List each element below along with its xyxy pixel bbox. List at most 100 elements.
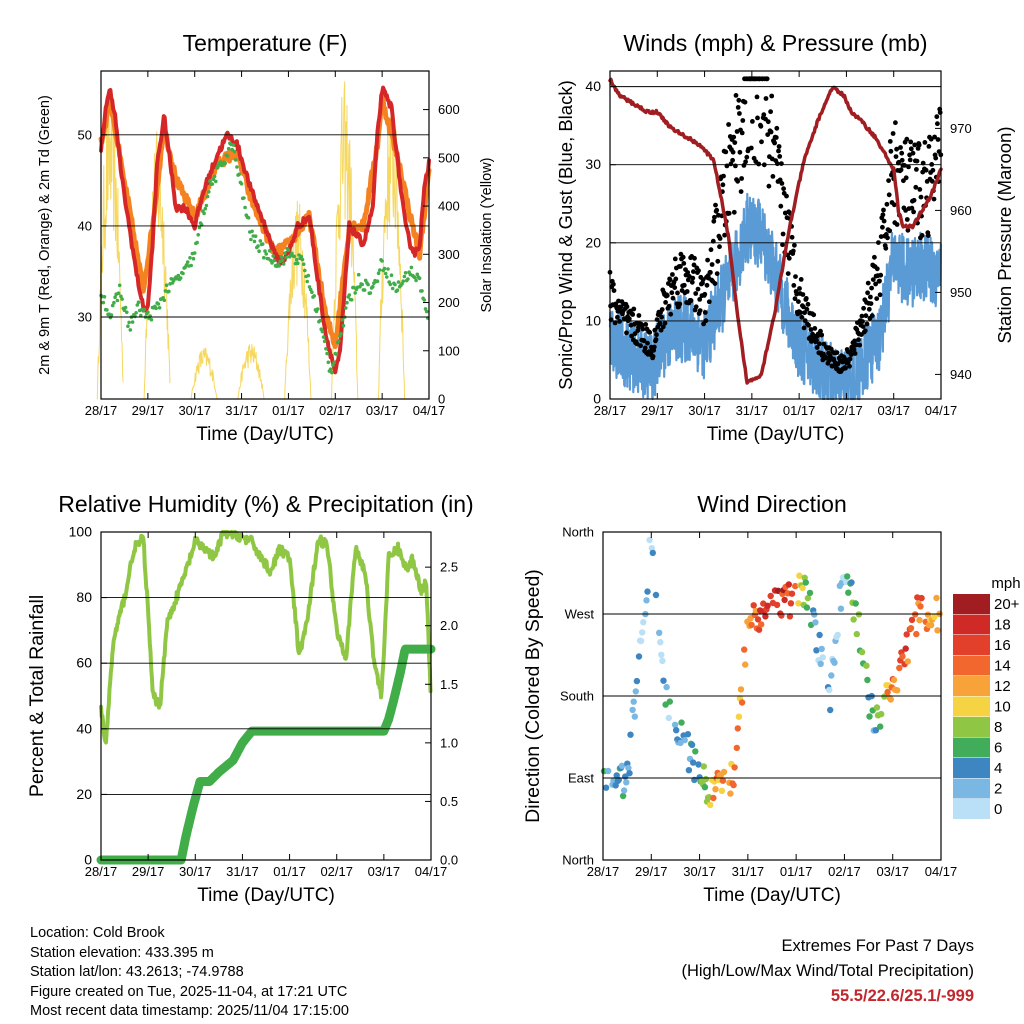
humidity-x-tick-label: 01/17 <box>273 864 306 879</box>
winds-gust-point <box>765 119 771 125</box>
temperature-panel: 28/17 29/17 30/17 31/17 01/17 02/17 03/17 04/17… <box>37 30 495 445</box>
temperature-dewpoint-point <box>315 307 320 311</box>
temperature-dewpoint-point <box>415 272 420 277</box>
wind_direction-legend-swatch <box>953 594 990 614</box>
temperature-dewpoint-point <box>110 303 115 308</box>
winds-gust-point <box>874 266 880 272</box>
winds-gust-point <box>667 277 673 283</box>
wind_direction-direction-point <box>818 645 825 653</box>
humidity-x-tick-label: 31/17 <box>226 864 259 879</box>
humidity-rh-line <box>99 530 433 745</box>
wind_direction-legend-swatch <box>953 717 990 737</box>
winds-gust-point <box>929 178 935 184</box>
wind_direction-direction-point <box>602 784 610 791</box>
winds-gust-point <box>801 304 806 310</box>
winds-gust-point <box>708 270 713 275</box>
winds-gust-point <box>937 110 943 115</box>
temperature-dewpoint-point <box>256 244 260 248</box>
wind_direction-y-tick-label: West <box>565 607 595 622</box>
temperature-dewpoint-point <box>223 161 227 166</box>
winds-gust-point <box>886 192 892 198</box>
temperature-dewpoint-point <box>312 294 317 298</box>
wind_direction-direction-point <box>678 719 685 726</box>
winds-gust-point <box>935 121 940 127</box>
winds-gust-point <box>748 145 754 151</box>
wind_direction-direction-point <box>633 677 641 685</box>
winds-gust-point <box>673 276 679 282</box>
winds-gust-point <box>877 292 883 298</box>
wind_direction-direction-point <box>787 600 795 607</box>
temperature-dewpoint-point <box>393 282 397 287</box>
winds-gust-point <box>742 99 748 105</box>
temperature-dewpoint-point <box>306 273 311 278</box>
wind_direction-direction-point <box>890 676 898 684</box>
winds-gust-point <box>776 144 782 149</box>
humidity-x-label: Time (Day/UTC) <box>197 885 335 906</box>
temperature-dewpoint-point <box>211 177 216 182</box>
wind_direction-direction-point <box>629 706 636 714</box>
temperature-dewpoint-point <box>382 266 387 271</box>
temperature-dewpoint-point <box>283 251 287 256</box>
winds-gust-point <box>714 207 720 213</box>
humidity-y2-tick-label: 1.5 <box>440 677 458 692</box>
winds-x-tick-label: 28/17 <box>594 403 627 418</box>
wind_direction-direction-point <box>899 653 906 660</box>
temperature-dewpoint-point <box>239 182 244 186</box>
humidity-y-tick-label: 0 <box>84 852 92 868</box>
winds-gust-point <box>780 231 786 237</box>
winds-gust-point <box>796 299 801 304</box>
wind_direction-direction-point <box>635 653 643 660</box>
winds-gust-point <box>884 201 890 207</box>
winds-gust-point <box>817 341 822 347</box>
wind_direction-direction-point <box>878 710 885 718</box>
winds-gust-point <box>731 209 737 215</box>
wind_direction-direction-point <box>750 602 757 609</box>
wind_direction-direction-point <box>863 662 870 669</box>
winds-gust-point <box>685 270 691 275</box>
wind_direction-direction-point <box>902 645 909 652</box>
winds-gust-point <box>798 310 804 315</box>
wind_direction-direction-point <box>731 764 738 771</box>
temperature-dewpoint-point <box>202 211 206 216</box>
wind_direction-legend-label: 16 <box>994 637 1011 654</box>
wind_direction-direction-point <box>826 686 833 694</box>
winds-gust-point <box>868 294 873 300</box>
winds-x-tick-label: 02/17 <box>830 403 863 418</box>
winds-gust-point <box>779 161 784 167</box>
temperature-dewpoint-point <box>401 279 406 284</box>
wind_direction-direction-point <box>864 676 871 684</box>
winds-x-tick-label: 01/17 <box>783 403 816 418</box>
wind_direction-legend-swatch <box>953 696 990 717</box>
wind_direction-direction-point <box>666 698 673 705</box>
wind_direction-direction-point <box>778 612 785 619</box>
temperature-solar-line <box>377 100 406 400</box>
winds-gust-point <box>638 343 643 349</box>
temperature-dewpoint-point <box>164 283 169 288</box>
winds-gust-point <box>730 149 736 155</box>
wind_direction-direction-point <box>631 713 638 720</box>
wind_direction-direction-point <box>637 637 645 645</box>
temperature-dewpoint-point <box>334 352 339 357</box>
temperature-dewpoint-point <box>115 298 120 303</box>
winds-gust-point <box>723 149 729 155</box>
winds-x-tick-label: 04/17 <box>925 403 958 418</box>
temperature-y-tick-label: 30 <box>78 310 92 325</box>
winds-y-label: Sonic/Prop Wind & Gust (Blue, Black) <box>555 80 576 389</box>
winds-gust-point <box>899 150 905 156</box>
wind_direction-direction-point <box>618 762 626 769</box>
temperature-y-tick-label: 50 <box>78 127 92 142</box>
winds-gust-point <box>731 134 737 140</box>
winds-gust-point <box>744 154 750 160</box>
winds-gust-point <box>852 338 857 344</box>
wind_direction-direction-point <box>831 659 838 666</box>
temperature-dewpoint-point <box>307 285 312 289</box>
winds-gust-point <box>918 194 924 200</box>
wind_direction-direction-point <box>934 627 941 634</box>
wind_direction-legend-swatch <box>953 799 990 819</box>
wind_direction-x-tick-label: 30/17 <box>683 864 716 879</box>
winds-gust-point <box>877 278 882 284</box>
temperature-x-tick-label: 29/17 <box>132 403 165 418</box>
wind_direction-x-tick-label: 04/17 <box>925 864 958 879</box>
winds-gust-point <box>878 272 884 278</box>
winds-wind-line <box>608 192 942 401</box>
